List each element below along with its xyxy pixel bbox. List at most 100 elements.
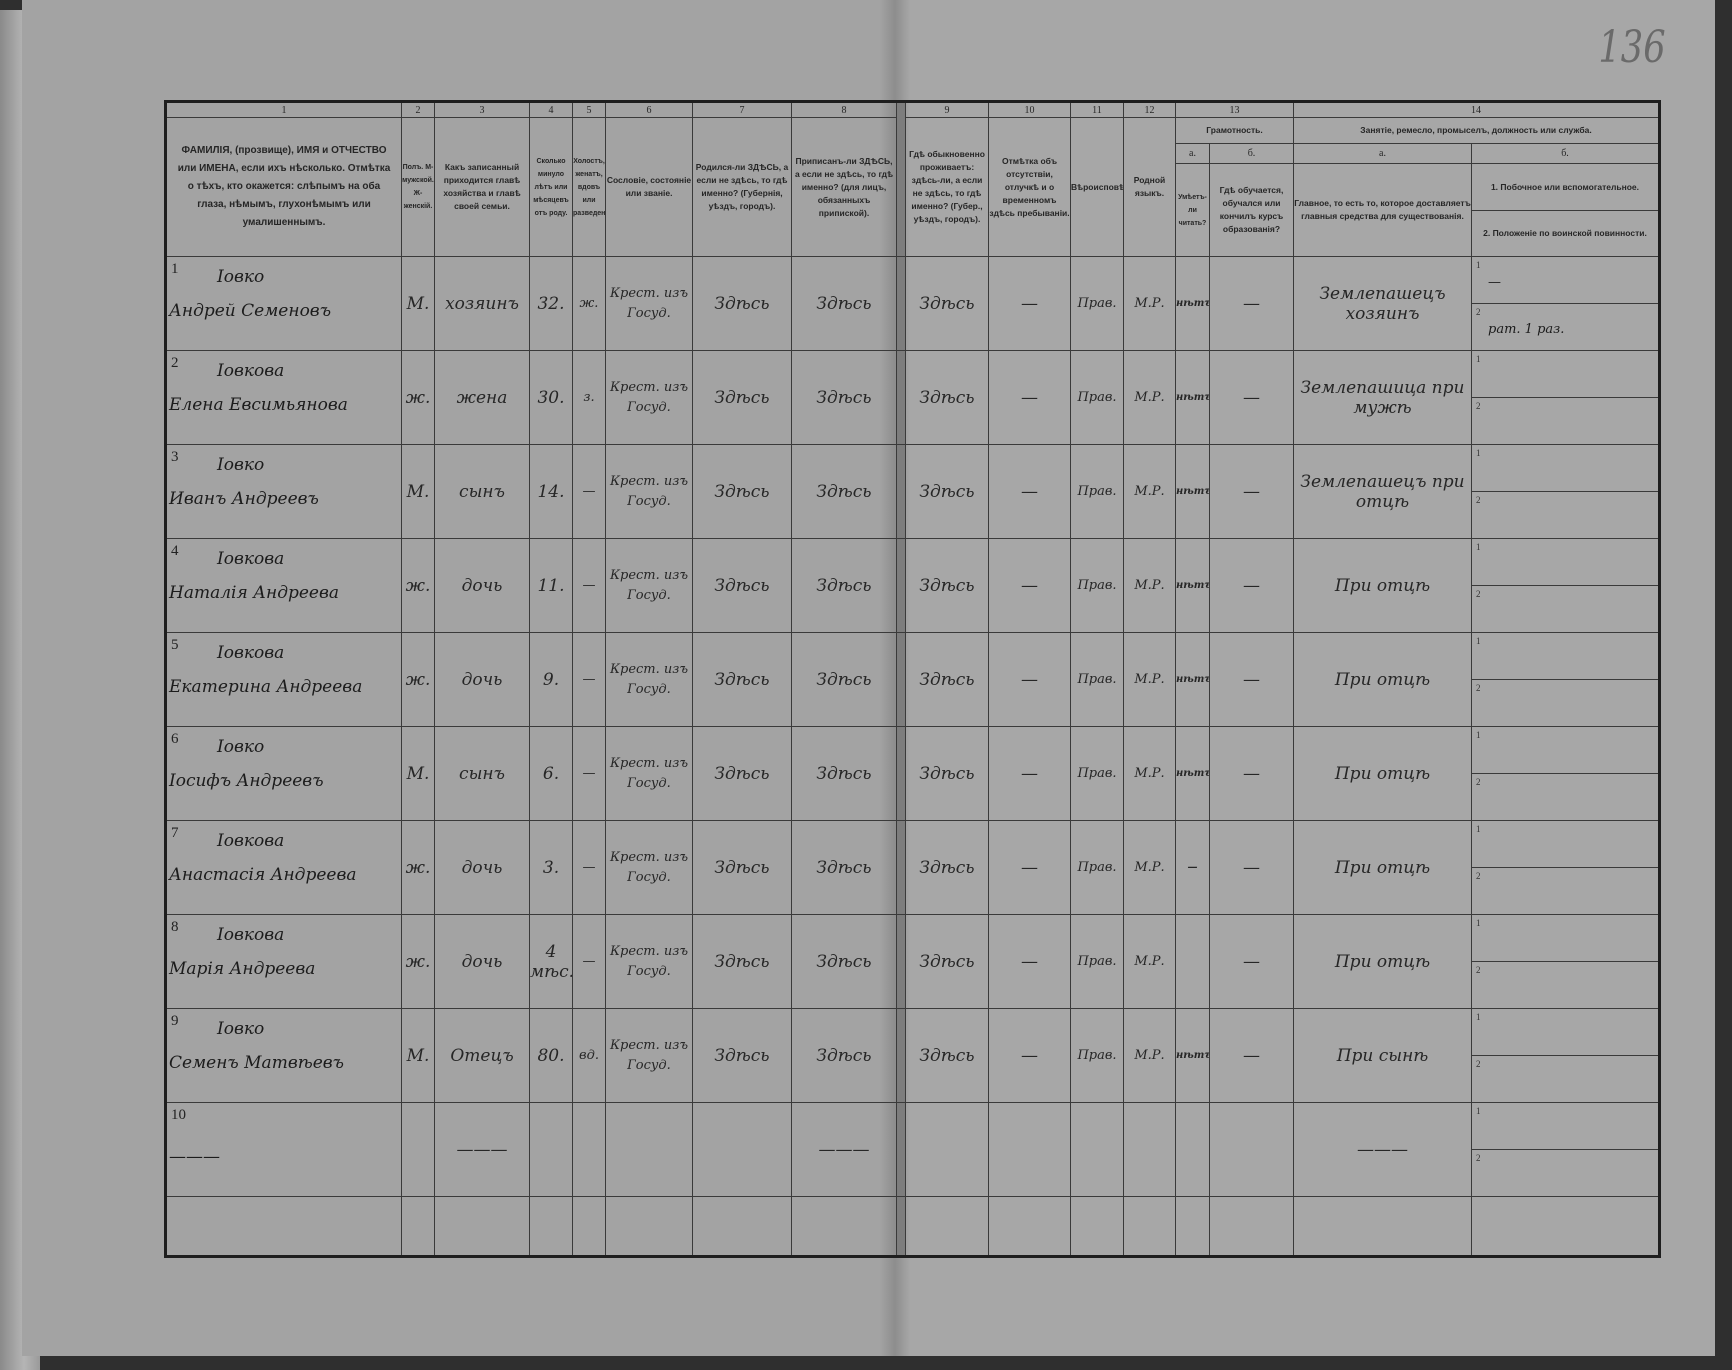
registered-cell: Здѣсь	[791, 914, 897, 1009]
name-cell: 4 Іовкова Наталія Андреева	[165, 538, 402, 633]
secondary-occupation-cell: 1	[1472, 352, 1658, 398]
relation-cell: жена	[434, 350, 530, 445]
birthplace-cell: Здѣсь	[692, 632, 792, 727]
age-cell: 9.	[529, 632, 573, 727]
col-num: 12	[1123, 101, 1176, 118]
residence-cell: Здѣсь	[905, 914, 989, 1009]
gutter	[896, 1008, 906, 1103]
col-num: 13	[1175, 101, 1294, 118]
gutter	[896, 1196, 906, 1257]
birthplace-cell: Здѣсь	[692, 1008, 792, 1103]
col-num: 9	[905, 101, 989, 118]
row-number: 10	[171, 1107, 186, 1123]
secondary-occupation-cell: 1	[1472, 540, 1658, 586]
estate-cell: Крест. изъ Госуд.	[605, 538, 693, 633]
absence-cell: —	[988, 538, 1071, 633]
registered-cell: ———	[791, 1102, 897, 1197]
residence-cell: Здѣсь	[905, 538, 989, 633]
age-cell: 32.	[529, 256, 573, 351]
col-num: 5	[572, 101, 606, 118]
relation-cell: ———	[434, 1102, 530, 1197]
secondary-occupation-cell: 1	[1472, 634, 1658, 680]
given-name-patronymic: Екатерина Андреева	[169, 677, 363, 697]
surname: Іовко	[217, 1019, 265, 1039]
schooling-cell: —	[1209, 350, 1294, 445]
header-religion: Вѣроисповѣданіе.	[1070, 117, 1124, 257]
name-cell: 2 Іовкова Елена Евсимьянова	[165, 350, 402, 445]
header-absence: Отмѣтка объ отсутствіи, отлучкѣ и о врем…	[988, 117, 1071, 257]
language-cell: М.Р.	[1123, 726, 1176, 821]
marital-cell: —	[572, 914, 606, 1009]
empty-cell	[1123, 1196, 1176, 1257]
main-occupation-cell: ———	[1293, 1102, 1472, 1197]
gutter	[896, 538, 906, 633]
can-read-cell: нѣтъ	[1175, 632, 1210, 727]
language-cell: М.Р.	[1123, 632, 1176, 727]
marital-cell: —	[572, 538, 606, 633]
given-name-patronymic: Наталія Андреева	[169, 583, 340, 603]
main-occupation-cell: При сынѣ	[1293, 1008, 1472, 1103]
empty-cell	[791, 1196, 897, 1257]
surname: Іовкова	[217, 549, 285, 569]
religion-cell: Прав.	[1070, 538, 1124, 633]
sex-cell: М.	[401, 256, 435, 351]
name-cell: 7 Іовкова Анастасія Андреева	[165, 820, 402, 915]
residence-cell: Здѣсь	[905, 726, 989, 821]
empty-cell	[692, 1196, 792, 1257]
header-occupation: Занятіе, ремесло, промыселъ, должность и…	[1293, 116, 1660, 145]
secondary-occupation-cell: 1	[1472, 446, 1658, 492]
row-number: 9	[171, 1013, 179, 1029]
sex-cell: ж.	[401, 820, 435, 915]
relation-cell: дочь	[434, 632, 530, 727]
birthplace-cell	[692, 1102, 792, 1197]
can-read-cell	[1175, 1102, 1210, 1197]
age-cell: 4 мѣс.	[529, 914, 573, 1009]
marital-cell: —	[572, 444, 606, 539]
schooling-cell: —	[1209, 538, 1294, 633]
census-row: 9 Іовко Семенъ Матвѣевъ М. Отецъ 80. вд. Крес…	[165, 1008, 1660, 1103]
col-num: 8	[791, 101, 897, 118]
age-cell	[529, 1102, 573, 1197]
language-cell: М.Р.	[1123, 350, 1176, 445]
gutter	[896, 444, 906, 539]
census-row: 4 Іовкова Наталія Андреева ж. дочь 11. — Крес…	[165, 538, 1660, 633]
estate-cell	[605, 1102, 693, 1197]
estate-cell: Крест. изъ Госуд.	[605, 444, 693, 539]
military-status-cell: 2	[1476, 777, 1481, 787]
language-cell	[1123, 1102, 1176, 1197]
can-read-cell: нѣтъ	[1175, 1008, 1210, 1103]
schooling-cell: —	[1209, 256, 1294, 351]
relation-cell: дочь	[434, 538, 530, 633]
empty-cell	[605, 1196, 693, 1257]
schooling-cell	[1209, 1102, 1294, 1197]
military-status-cell: 2	[1476, 495, 1481, 505]
military-status-cell: 2	[1476, 683, 1481, 693]
header-occupation-a-letter: а.	[1293, 143, 1472, 165]
sex-cell: М.	[401, 726, 435, 821]
header-name: ФАМИЛІЯ, (прозвище), ИМЯ и ОТЧЕСТВО или …	[165, 117, 402, 257]
col-num: 2	[401, 101, 435, 118]
age-cell: 11.	[529, 538, 573, 633]
row-number: 6	[171, 731, 179, 747]
registered-cell: Здѣсь	[791, 632, 897, 727]
language-cell: М.Р.	[1123, 256, 1176, 351]
header-marital: Холостъ, женатъ, вдовъ или разведенъ.	[572, 117, 606, 257]
religion-cell: Прав.	[1070, 726, 1124, 821]
marital-cell: з.	[572, 350, 606, 445]
marital-cell	[572, 1102, 606, 1197]
secondary-occupation: —	[1488, 275, 1501, 290]
col-num: 7	[692, 101, 792, 118]
relation-cell: сынъ	[434, 726, 530, 821]
gutter	[896, 726, 906, 821]
name-cell: 5 Іовкова Екатерина Андреева	[165, 632, 402, 727]
name-cell: 10 ———	[165, 1102, 402, 1197]
residence-cell: Здѣсь	[905, 632, 989, 727]
col-num: 3	[434, 101, 530, 118]
can-read-cell	[1175, 914, 1210, 1009]
header-estate: Сословіе, состояніе или званіе.	[605, 117, 693, 257]
registered-cell: Здѣсь	[791, 444, 897, 539]
military-status-cell: 2	[1476, 401, 1481, 411]
age-cell: 3.	[529, 820, 573, 915]
row-number: 2	[171, 355, 179, 371]
religion-cell	[1070, 1102, 1124, 1197]
